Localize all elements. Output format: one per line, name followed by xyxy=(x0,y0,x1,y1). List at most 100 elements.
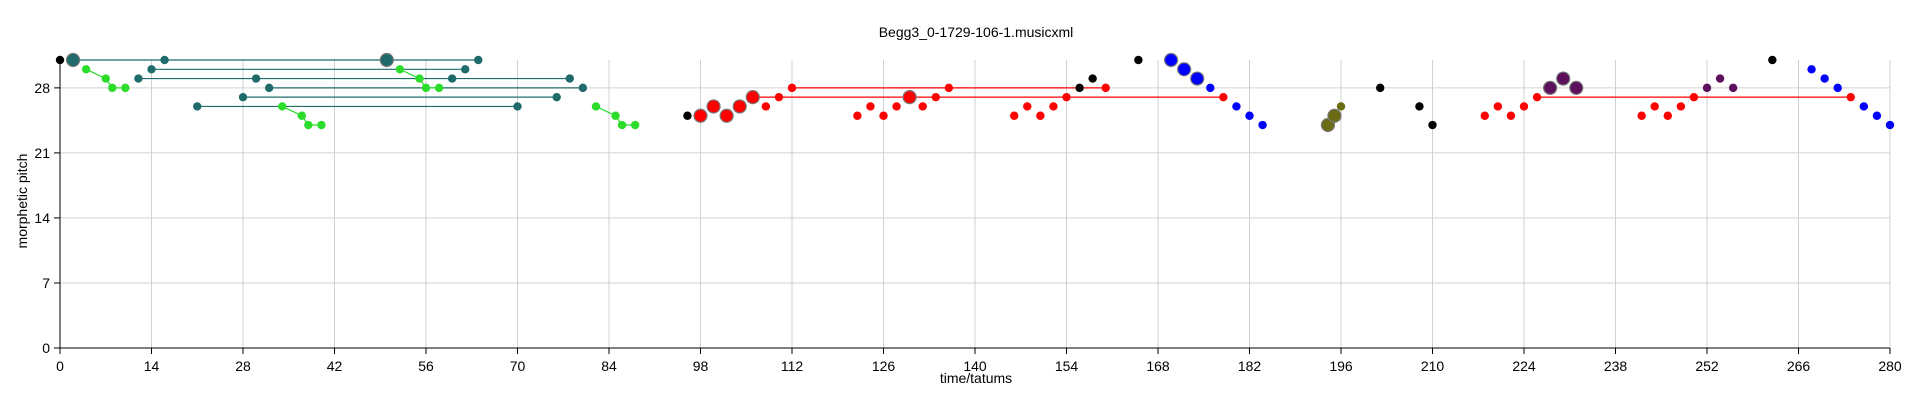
blue-point xyxy=(1807,65,1816,74)
x-tick-label: 238 xyxy=(1604,358,1628,374)
series-lines xyxy=(73,59,1851,126)
olive-point xyxy=(1336,102,1346,111)
teal-point xyxy=(565,74,574,83)
lime-point xyxy=(317,120,326,130)
x-tick-label: 98 xyxy=(693,358,709,374)
x-tick-label: 14 xyxy=(144,358,160,374)
teal-point xyxy=(578,83,588,93)
lime-point xyxy=(611,111,620,120)
y-tick-label: 0 xyxy=(42,340,50,356)
red-point xyxy=(1506,111,1516,120)
x-tick-label: 28 xyxy=(235,358,251,374)
red-point xyxy=(1023,102,1032,111)
y-tick-labels: 0 7 14 21 28 xyxy=(34,80,50,356)
red-point xyxy=(1010,111,1019,120)
y-tick-label: 21 xyxy=(34,145,50,161)
olive-point xyxy=(1327,108,1342,123)
teal-point xyxy=(238,92,248,102)
lime-point xyxy=(304,120,313,130)
red-point xyxy=(902,90,917,105)
blue-point xyxy=(1872,111,1882,120)
teal-point xyxy=(160,55,169,65)
teal-point xyxy=(264,83,274,93)
blue-point xyxy=(1206,83,1215,93)
x-tick-label: 126 xyxy=(872,358,896,374)
red-point xyxy=(745,90,760,105)
blue-point xyxy=(1859,102,1869,111)
blue-point xyxy=(1177,62,1192,77)
red-point xyxy=(931,92,940,102)
lime-point xyxy=(617,120,627,130)
black-point xyxy=(1428,120,1437,130)
red-point xyxy=(719,108,734,123)
teal-point xyxy=(513,102,522,111)
blue-point xyxy=(1820,74,1829,83)
teal-point xyxy=(193,102,202,111)
lime-point xyxy=(630,120,640,130)
x-tick-label: 154 xyxy=(1055,358,1079,374)
lime-connector-line xyxy=(85,68,126,89)
y-tick-label: 7 xyxy=(42,275,50,291)
blue-point xyxy=(1885,120,1895,130)
red-point xyxy=(1676,102,1686,111)
red-point xyxy=(944,83,954,93)
y-tick-label: 14 xyxy=(34,210,50,226)
purple-point xyxy=(1569,80,1584,95)
teal-point xyxy=(461,65,470,74)
series-points xyxy=(55,52,1895,133)
teal-point xyxy=(134,74,143,83)
y-tick-label: 28 xyxy=(34,80,50,96)
purple-point xyxy=(1543,80,1558,95)
axes xyxy=(54,60,1891,354)
purple-point xyxy=(1728,83,1738,93)
red-point xyxy=(693,108,708,123)
red-point xyxy=(1493,102,1503,111)
black-point xyxy=(683,111,692,120)
red-point xyxy=(706,99,721,114)
blue-point xyxy=(1245,111,1254,120)
lime-point xyxy=(297,111,307,120)
red-point xyxy=(1036,111,1045,120)
teal-point xyxy=(65,52,81,68)
red-point xyxy=(774,92,784,102)
lime-point xyxy=(121,83,130,93)
red-point xyxy=(1532,92,1542,102)
red-point xyxy=(866,102,875,111)
lime-point xyxy=(421,83,431,93)
red-point xyxy=(1219,92,1228,102)
red-point xyxy=(892,102,901,111)
y-axis-title: morphetic pitch xyxy=(14,154,30,249)
x-tick-label: 210 xyxy=(1421,358,1445,374)
lime-point xyxy=(434,83,444,93)
red-point xyxy=(1101,83,1110,93)
lime-connector-line xyxy=(281,105,322,126)
x-tick-labels: 0 14 28 42 56 70 84 98 112 126 140 154 168 182 196 210 2… xyxy=(56,358,1902,374)
x-tick-label: 140 xyxy=(963,358,987,374)
lime-point xyxy=(591,102,601,111)
blue-point xyxy=(1232,102,1241,111)
lime-point xyxy=(278,102,287,111)
teal-point xyxy=(447,74,457,83)
red-point xyxy=(1480,111,1489,120)
lime-point xyxy=(101,74,110,83)
x-tick-label: 280 xyxy=(1878,358,1902,374)
red-point xyxy=(879,111,888,120)
x-tick-label: 224 xyxy=(1512,358,1536,374)
x-tick-label: 182 xyxy=(1238,358,1262,374)
lime-connector-line xyxy=(595,105,636,126)
black-point xyxy=(1134,55,1143,65)
black-point xyxy=(55,55,65,65)
teal-point xyxy=(379,52,394,68)
red-point xyxy=(918,102,927,111)
red-point xyxy=(761,102,771,111)
red-point xyxy=(1049,102,1058,111)
purple-point xyxy=(1702,83,1712,93)
black-point xyxy=(1376,83,1385,93)
blue-point xyxy=(1163,52,1179,68)
x-tick-label: 0 xyxy=(56,358,64,374)
purple-point xyxy=(1715,74,1725,83)
red-point xyxy=(1650,102,1659,111)
chart-title: Begg3_0-1729-106-1.musicxml xyxy=(879,24,1074,40)
red-point xyxy=(1663,111,1672,120)
